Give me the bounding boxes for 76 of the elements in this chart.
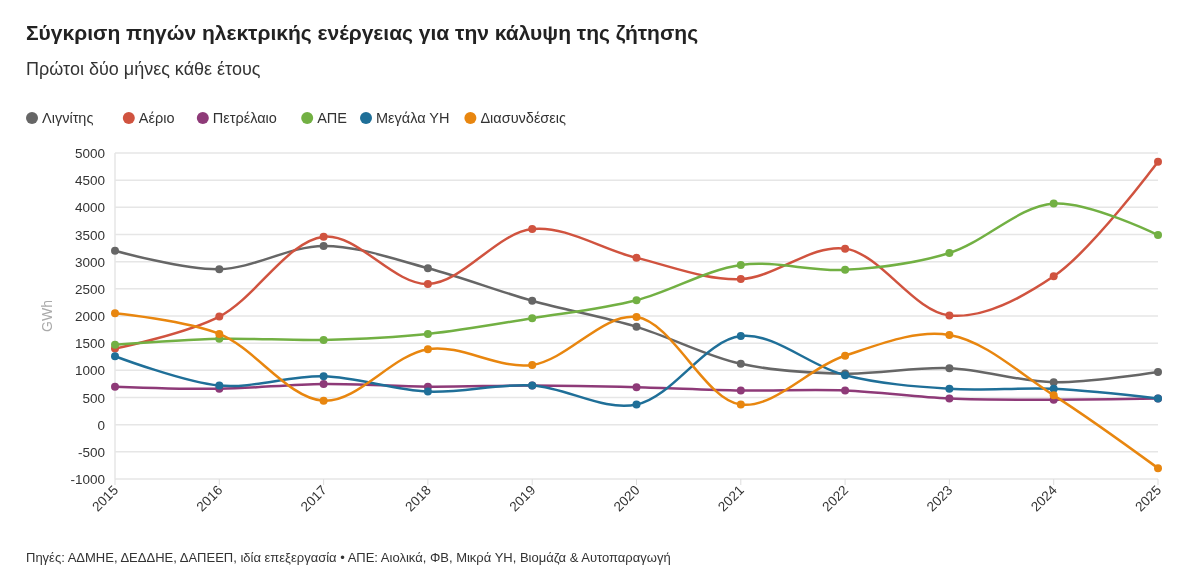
point [736, 359, 745, 368]
point [1154, 464, 1162, 473]
y-tick-label: 1500 [74, 336, 105, 352]
y-tick-label: -1000 [70, 472, 105, 487]
point [736, 260, 745, 269]
point [111, 352, 119, 361]
point [945, 311, 954, 320]
point [632, 400, 641, 409]
point [632, 253, 641, 262]
y-axis-title: GWh [39, 300, 55, 332]
legend-label: Λιγνίτης [42, 110, 94, 126]
legend-label: ΑΠΕ [317, 110, 348, 126]
point [319, 241, 328, 250]
legend-label: Πετρέλαιο [212, 110, 277, 126]
point [632, 313, 641, 322]
chart-subtitle: Πρώτοι δύο μήνες κάθε έτους [26, 59, 261, 79]
point [319, 232, 328, 241]
point [528, 314, 537, 323]
point [423, 345, 432, 354]
point [423, 279, 432, 288]
y-tick-label: 500 [82, 390, 105, 406]
point [841, 265, 850, 274]
point [736, 275, 745, 284]
y-tick-label: 4000 [74, 200, 105, 216]
point [945, 384, 954, 393]
point [1154, 157, 1162, 166]
point [423, 264, 432, 273]
point [736, 400, 745, 409]
point [632, 383, 641, 392]
point [319, 372, 328, 381]
point [632, 322, 641, 331]
y-tick-label: 3500 [74, 227, 105, 243]
point [736, 386, 745, 395]
point [319, 396, 328, 405]
chart-title: Σύγκριση πηγών ηλεκτρικής ενέργειας για την κάλυψη της ζήτησης [26, 21, 699, 45]
point [841, 386, 850, 395]
y-tick-label: 5000 [74, 146, 105, 161]
point [319, 379, 328, 388]
y-tick-label: 2500 [74, 281, 105, 297]
point [945, 364, 954, 373]
y-tick-label: 0 [97, 417, 105, 433]
legend-label: Αέριο [138, 110, 175, 126]
legend-label: Διασυνδέσεις [480, 110, 566, 126]
point [736, 332, 745, 341]
point [111, 340, 119, 349]
point [841, 244, 850, 253]
point [215, 329, 224, 338]
y-tick-label: 3000 [74, 254, 105, 270]
y-tick-label: 1000 [74, 363, 105, 379]
point [528, 296, 537, 305]
y-tick-label: 4500 [74, 173, 105, 189]
point [945, 248, 954, 257]
text: Πηγές: ΑΔΜΗΕ, ΔΕΔΔΗΕ, ΔΑΠΕΕΠ, ιδία επεξεργασία • ΑΠΕ: Αιολικά, ΦΒ, Μικρά ΥΗ, Βιομάζα & Αυτοπαραγωγή [26, 550, 671, 565]
point [528, 225, 537, 234]
y-tick-label: 2000 [74, 309, 105, 324]
point [423, 329, 432, 338]
point [1049, 391, 1058, 400]
point [215, 265, 224, 274]
point [1049, 378, 1058, 387]
point [632, 296, 641, 305]
legend-label: Μεγάλα ΥΗ [376, 110, 450, 126]
point [111, 382, 119, 391]
y-tick-label: -500 [77, 444, 105, 460]
point [1049, 199, 1058, 208]
point [945, 331, 954, 340]
point [1154, 231, 1162, 240]
point [215, 312, 224, 321]
point [111, 246, 119, 255]
point [841, 351, 850, 360]
point [111, 309, 119, 318]
point [423, 387, 432, 396]
point [528, 360, 537, 369]
point [945, 394, 954, 403]
point [1049, 272, 1058, 281]
point [319, 335, 328, 344]
point [1154, 367, 1162, 376]
